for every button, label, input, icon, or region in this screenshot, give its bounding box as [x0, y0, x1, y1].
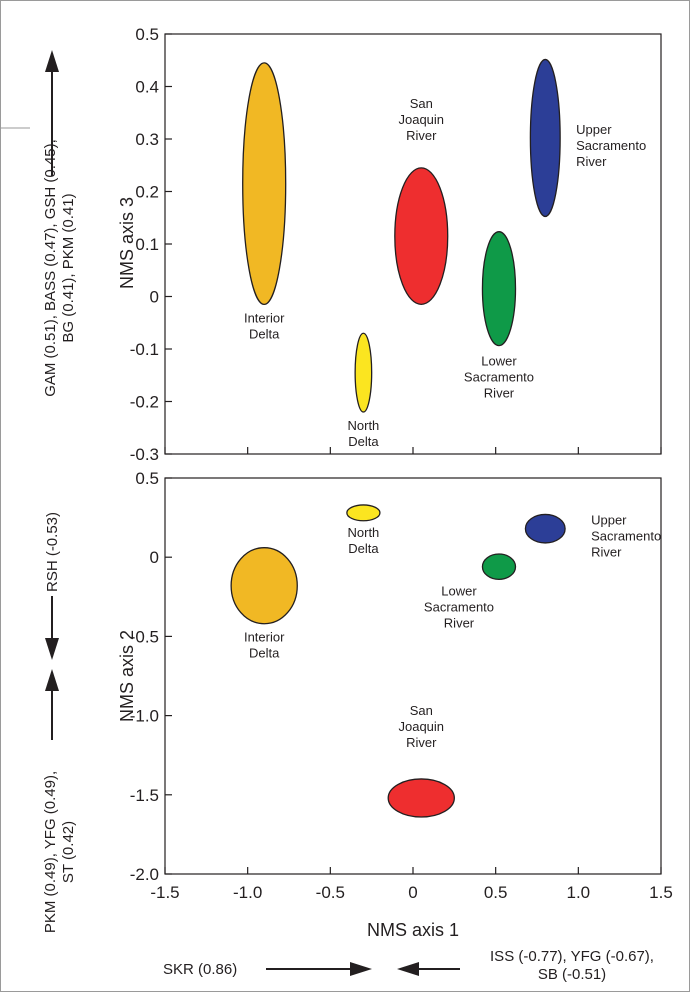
bottom-tick-marks [164, 477, 662, 875]
top-cluster-label: Joaquin [398, 112, 444, 127]
top-cluster-label: Upper [576, 122, 612, 137]
top-y-driver-line1: GAM (0.51), BASS (0.47), GSH (0.45), [42, 139, 59, 397]
top-y-axis-title: NMS axis 3 [117, 197, 137, 289]
bottom-cluster-label: Upper [591, 513, 627, 528]
bottom-cluster-label: Sacramento [591, 529, 661, 544]
top-cluster-ellipse [354, 332, 373, 413]
top-y-tick-label: 0.4 [135, 78, 159, 97]
top-cluster-label: North [348, 418, 380, 433]
bottom-y-driver-negative-line2: ST (0.42) [60, 821, 77, 883]
bottom-x-tick-label: -1.5 [150, 883, 179, 902]
top-y-tick-label: -0.2 [130, 393, 159, 412]
bottom-cluster-label: River [591, 545, 622, 560]
bottom-y-tick-labels: 0.5 0 -0.5 -1.0 -1.5 -2.0 [130, 469, 159, 884]
bottom-x-driver-negative-line2: SB (-0.51) [538, 966, 606, 983]
top-y-tick-label: -0.3 [130, 445, 159, 464]
top-cluster-label: River [484, 386, 515, 401]
top-cluster-label: River [576, 154, 607, 169]
bottom-clusters: InteriorDeltaNorthDeltaSanJoaquinRiverLo… [230, 504, 661, 818]
top-cluster-ellipse [394, 167, 449, 306]
top-clusters: InteriorDeltaNorthDeltaSanJoaquinRiverLo… [242, 58, 646, 449]
top-y-tick-label: 0.2 [135, 183, 159, 202]
bottom-cluster-label: Lower [441, 583, 477, 598]
bottom-cluster-label: San [410, 703, 433, 718]
rsh-arrowhead-down [45, 638, 59, 660]
bottom-x-driver-positive: SKR (0.86) [163, 961, 237, 978]
bottom-x-tick-label: 0 [408, 883, 417, 902]
bottom-y-tick-label: 0 [150, 548, 159, 567]
bottom-cluster-ellipse [387, 778, 455, 818]
bottom-y-driver-negative-line1: PKM (0.49), YFG (0.49), [42, 771, 59, 933]
bottom-cluster-label: Delta [249, 646, 280, 661]
bottom-y-axis-title: NMS axis 2 [117, 630, 137, 722]
top-cluster-ellipse [529, 58, 561, 218]
bottom-cluster-ellipse [524, 513, 566, 544]
top-cluster-label: Lower [481, 354, 517, 369]
bottom-y-tick-label: -1.5 [130, 786, 159, 805]
bottom-x-tick-label: -0.5 [316, 883, 345, 902]
top-y-tick-labels: 0.5 0.4 0.3 0.2 0.1 0 -0.1 -0.2 -0.3 [130, 25, 159, 464]
bottom-x-tick-label: 1.0 [567, 883, 591, 902]
bottom-y-tick-label: -1.0 [130, 707, 159, 726]
bottom-y-tick-label: -2.0 [130, 865, 159, 884]
bottom-x-tick-label: 0.5 [484, 883, 508, 902]
axis3-vs-axis1-panel: 0.50.40.30.20.10-0.1-0.2-0.3 InteriorDel… [42, 25, 662, 464]
top-cluster-label: Interior [244, 310, 285, 325]
bottom-y-tick-label: 0.5 [135, 469, 159, 488]
pkm-arrowhead-up [45, 669, 59, 691]
top-tick-marks [164, 33, 662, 455]
bottom-x-driver-negative-line1: ISS (-0.77), YFG (-0.67), [490, 948, 654, 965]
bottom-cluster-label: River [444, 615, 475, 630]
top-y-driver-arrowhead-up [45, 50, 59, 72]
top-y-driver-line2: BG (0.41), PKM (0.41) [60, 193, 77, 342]
bottom-cluster-label: Delta [348, 541, 379, 556]
top-cluster-ellipse [481, 231, 517, 347]
bottom-y-tick-label: -0.5 [130, 627, 159, 646]
top-cluster-ellipse [242, 62, 287, 306]
bottom-x-tick-labels: -1.5 -1.0 -0.5 0 0.5 1.0 1.5 [150, 883, 672, 902]
bottom-cluster-label: North [348, 525, 380, 540]
top-y-tick-label: 0.1 [135, 235, 159, 254]
top-y-tick-label: -0.1 [130, 340, 159, 359]
bottom-cluster-ellipse [481, 553, 517, 581]
iss-arrowhead-left [397, 962, 419, 976]
top-cluster-label: Delta [249, 326, 280, 341]
axis2-vs-axis1-panel: 0.50-0.5-1.0-1.5-2.0 -1.5 -1.0 -0.5 0 0.5 1.0… [42, 469, 673, 983]
bottom-x-axis-title: NMS axis 1 [367, 920, 459, 940]
top-y-tick-label: 0 [150, 288, 159, 307]
bottom-cluster-label: River [406, 735, 437, 750]
top-y-tick-label: 0.5 [135, 25, 159, 44]
bottom-cluster-label: Interior [244, 630, 285, 645]
top-cluster-label: Sacramento [576, 138, 646, 153]
top-cluster-label: San [410, 96, 433, 111]
bottom-y-driver-positive: RSH (-0.53) [44, 512, 61, 592]
skr-arrowhead-right [350, 962, 372, 976]
bottom-cluster-ellipse [230, 547, 298, 625]
bottom-x-tick-label: -1.0 [233, 883, 262, 902]
bottom-x-tick-label: 1.5 [649, 883, 673, 902]
top-y-tick-label: 0.3 [135, 130, 159, 149]
top-cluster-label: River [406, 128, 437, 143]
bottom-cluster-label: Sacramento [424, 599, 494, 614]
top-cluster-label: Sacramento [464, 370, 534, 385]
top-cluster-label: Delta [348, 434, 379, 449]
bottom-cluster-label: Joaquin [398, 719, 444, 734]
bottom-cluster-ellipse [346, 504, 381, 522]
